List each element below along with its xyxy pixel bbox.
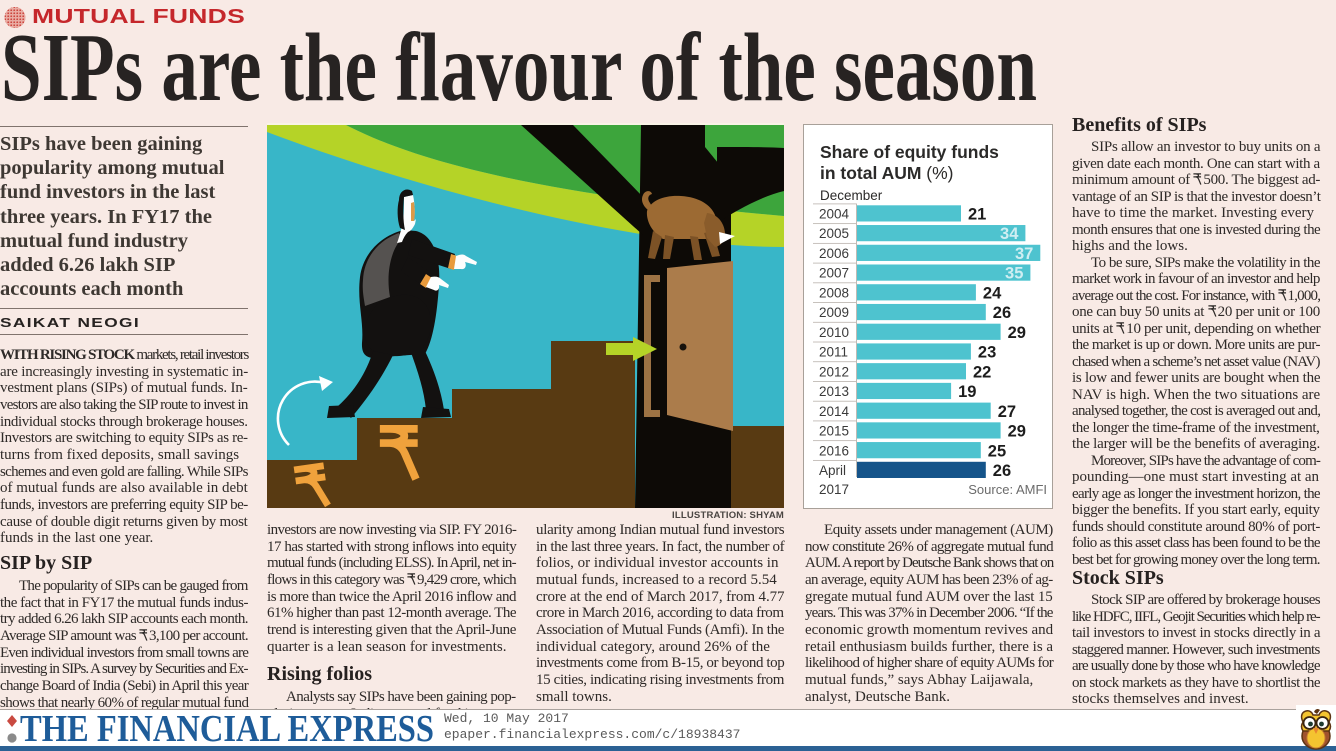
svg-text:2008: 2008 (819, 285, 849, 300)
svg-text:Source: AMFI: Source: AMFI (968, 482, 1047, 497)
svg-text:2012: 2012 (819, 364, 849, 379)
svg-text:29: 29 (1008, 324, 1026, 342)
svg-text:21: 21 (968, 206, 986, 224)
svg-text:35: 35 (1005, 265, 1023, 283)
svg-text:37: 37 (1015, 245, 1033, 263)
svg-text:2007: 2007 (819, 266, 849, 281)
svg-text:2004: 2004 (819, 207, 850, 222)
svg-text:2014: 2014 (819, 404, 850, 419)
svg-text:Share of equity funds: Share of equity funds (820, 142, 999, 162)
svg-text:April: April (819, 463, 846, 478)
svg-text:2015: 2015 (819, 424, 849, 439)
svg-text:2011: 2011 (819, 345, 848, 360)
svg-text:2010: 2010 (819, 325, 849, 340)
svg-text:in total AUM (%): in total AUM (%) (820, 163, 954, 183)
svg-text:27: 27 (998, 403, 1016, 421)
svg-text:2017: 2017 (819, 482, 849, 497)
svg-text:2013: 2013 (819, 384, 849, 399)
svg-text:26: 26 (993, 462, 1011, 480)
svg-text:24: 24 (983, 284, 1002, 302)
svg-text:2016: 2016 (819, 443, 849, 458)
svg-text:26: 26 (993, 304, 1011, 322)
svg-text:19: 19 (958, 383, 976, 401)
svg-text:2009: 2009 (819, 305, 849, 320)
svg-text:2006: 2006 (819, 246, 849, 261)
svg-text:29: 29 (1008, 423, 1026, 441)
svg-text:34: 34 (1000, 225, 1019, 243)
svg-text:22: 22 (973, 363, 991, 381)
svg-text:25: 25 (988, 442, 1006, 460)
svg-text:2005: 2005 (819, 226, 849, 241)
svg-text:23: 23 (978, 344, 996, 362)
svg-text:December: December (820, 188, 883, 203)
